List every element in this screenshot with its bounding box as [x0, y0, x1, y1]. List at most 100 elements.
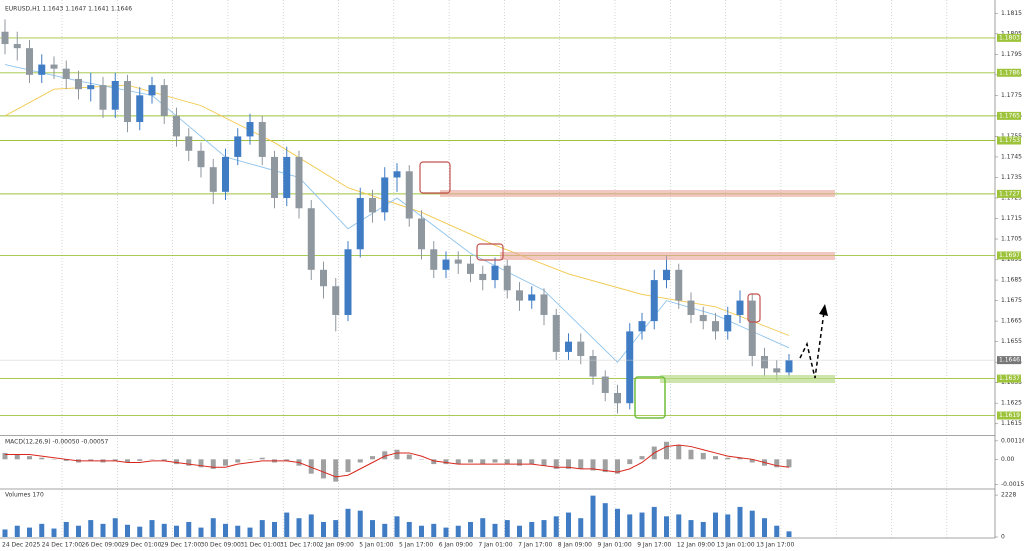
macd-bar: [406, 454, 412, 460]
candle-body: [258, 122, 266, 157]
macd-bar: [480, 459, 486, 465]
x-tick-label: 24 Dec 2025: [2, 542, 41, 549]
level-label-box: [997, 68, 1021, 77]
level-label-box: [997, 33, 1021, 42]
candle-body: [589, 356, 597, 377]
candle-body: [626, 331, 634, 404]
x-tick-label: 29 Dec 01:00: [121, 542, 162, 549]
level-label-box: [997, 189, 1021, 198]
candle-body: [614, 392, 621, 404]
highlight-box: [634, 376, 666, 419]
x-tick-label: 2 Jan 09:00: [320, 542, 354, 549]
macd-bar: [357, 459, 363, 463]
macd-bar: [88, 459, 94, 461]
y-tick-label: 1.1615: [1001, 420, 1022, 427]
level-label: 1.1637: [999, 375, 1020, 382]
y-tick-label: 1.1695: [1001, 256, 1022, 263]
candle-body: [99, 85, 107, 110]
candle-body: [528, 294, 536, 301]
y-tick-label: 1.1665: [1001, 318, 1022, 325]
candle-body: [748, 300, 756, 357]
volume-bar: [112, 518, 118, 537]
volume-bar: [210, 518, 216, 537]
volume-bar: [443, 527, 449, 537]
y-tick-label: 1.1705: [1001, 236, 1022, 243]
volume-bar: [651, 506, 657, 537]
macd-bar: [345, 459, 351, 473]
macd-bar: [223, 459, 228, 466]
candle-body: [50, 64, 58, 69]
macd-bar: [566, 459, 571, 469]
candle-body: [75, 78, 82, 90]
panel-title: MACD(12,26,9) -0.00050 -0.00057: [5, 439, 109, 446]
volume-bar: [76, 525, 81, 537]
volume-bar: [504, 520, 510, 537]
candle-body: [491, 265, 499, 281]
volume-bar: [174, 525, 179, 537]
macd-bar: [333, 459, 339, 482]
candle-body: [773, 368, 781, 373]
level-label-box: [997, 411, 1021, 420]
macd-bar: [492, 459, 498, 463]
volume-bar: [333, 520, 339, 537]
volume-bar: [247, 527, 253, 537]
volume-bar: [480, 518, 486, 537]
macd-bar: [321, 459, 326, 479]
volume-bar: [627, 514, 633, 537]
volume-bar: [566, 512, 571, 537]
volume-bar: [615, 508, 620, 537]
candle-body: [271, 156, 278, 198]
volume-bar: [161, 523, 167, 537]
y-tick-label: 1.1685: [1001, 277, 1022, 284]
highlight-box: [747, 293, 761, 323]
macd-signal: [5, 444, 790, 478]
candle-body: [222, 156, 229, 192]
macd-bar: [394, 449, 400, 460]
y-tick-label: 1.1635: [1001, 379, 1022, 386]
macd-bar: [112, 459, 118, 461]
macd-bar: [664, 441, 669, 460]
candle-body: [430, 249, 438, 270]
volume-bar: [664, 516, 669, 537]
volume-bar: [419, 525, 424, 537]
candle-body: [369, 197, 376, 213]
candle-body: [38, 64, 46, 75]
x-tick-label: 8 Jan 09:00: [558, 542, 592, 549]
y-tick-label: 0: [1001, 534, 1005, 541]
volume-bar: [39, 523, 45, 537]
macd-bar: [615, 459, 620, 474]
y-tick-label: 1.1675: [1001, 297, 1022, 304]
candle-body: [136, 95, 144, 123]
volume-bar: [186, 521, 192, 537]
candle-body: [687, 300, 695, 315]
candle-body: [320, 269, 327, 287]
volume-bar: [100, 523, 106, 537]
candle-body: [209, 167, 217, 192]
macd-bar: [382, 451, 388, 460]
volume-bar: [125, 524, 130, 537]
y-tick-label: 0.00116: [1001, 437, 1024, 444]
level-label: 1.1727: [999, 190, 1020, 197]
candle-body: [307, 208, 315, 270]
macd-bar: [284, 459, 290, 461]
candle-body: [675, 269, 683, 301]
candle-body: [761, 356, 768, 369]
y-tick-label: 1.1625: [1001, 400, 1022, 407]
macd-bar: [259, 457, 265, 460]
y-tick-label: 2228: [1001, 492, 1016, 499]
x-tick-label: 30 Dec 09:00: [201, 542, 242, 549]
y-tick-label: 1.1755: [1001, 133, 1022, 140]
y-tick-label: 0.00: [1001, 456, 1015, 463]
volume-bar: [455, 525, 461, 537]
volume-bar: [296, 518, 302, 537]
macd-bar: [137, 459, 143, 461]
volume-bar: [590, 495, 596, 537]
volume-bar: [382, 523, 388, 537]
macd-bar: [455, 459, 461, 465]
macd-bar: [63, 459, 69, 461]
volume-bar: [198, 527, 204, 537]
candle-body: [479, 273, 487, 281]
macd-bar: [468, 459, 473, 463]
candle-body: [418, 218, 425, 250]
macd-bar: [198, 459, 204, 468]
